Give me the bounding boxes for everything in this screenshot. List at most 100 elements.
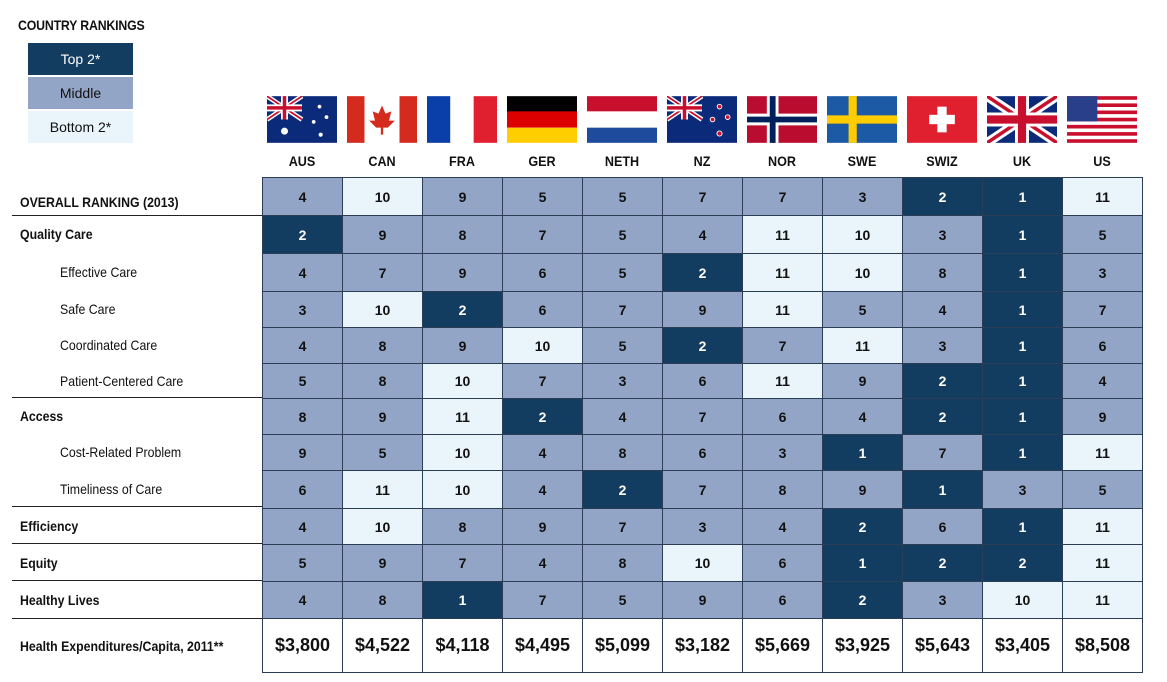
row-label: Patient-Centered Care xyxy=(60,372,184,389)
rank-cell: 5 xyxy=(1062,215,1143,254)
rank-cell: 8 xyxy=(262,398,343,435)
rank-cell: 10 xyxy=(342,291,423,328)
rank-cell: 1 xyxy=(982,291,1063,328)
rank-cell: 1 xyxy=(982,327,1063,364)
row-label: Safe Care xyxy=(60,301,116,317)
rank-cell: 10 xyxy=(662,544,743,582)
rank-cell: 2 xyxy=(262,215,343,254)
rank-cell: 7 xyxy=(502,581,583,619)
row-divider xyxy=(12,543,262,544)
rank-cell: 7 xyxy=(1062,291,1143,328)
column-header: NETH xyxy=(604,153,640,169)
column-header: GER xyxy=(528,153,556,169)
rank-cell: 2 xyxy=(662,327,743,364)
rank-cell: 10 xyxy=(502,327,583,364)
rank-cell: 1 xyxy=(982,508,1063,545)
rank-cell: 7 xyxy=(742,177,823,216)
legend-title: COUNTRY RANKINGS xyxy=(18,17,145,33)
rank-cell: 11 xyxy=(742,291,823,328)
legend-top-2: Top 2* xyxy=(28,43,133,75)
rank-cell: 7 xyxy=(342,253,423,292)
expenditure-cell: $3,405 xyxy=(982,618,1063,673)
rank-cell: 5 xyxy=(262,544,343,582)
rank-cell: 10 xyxy=(982,581,1063,619)
rank-cell: 6 xyxy=(742,398,823,435)
rank-cell: 11 xyxy=(1062,434,1143,471)
rank-cell: 8 xyxy=(422,508,503,545)
rank-cell: 5 xyxy=(342,434,423,471)
expenditure-cell: $4,118 xyxy=(422,618,503,673)
rank-cell: 5 xyxy=(582,177,663,216)
expenditure-cell: $4,495 xyxy=(502,618,583,673)
row-divider xyxy=(12,397,262,398)
row-label: Equity xyxy=(20,554,58,571)
rank-cell: 10 xyxy=(822,253,903,292)
rank-cell: 9 xyxy=(822,470,903,509)
expenditure-cell: $3,182 xyxy=(662,618,743,673)
rank-cell: 6 xyxy=(742,581,823,619)
rank-cell: 2 xyxy=(902,363,983,399)
rank-cell: 8 xyxy=(902,253,983,292)
france-flag-icon xyxy=(427,96,497,143)
rank-cell: 11 xyxy=(742,363,823,399)
rank-cell: 8 xyxy=(342,363,423,399)
rank-cell: 9 xyxy=(262,434,343,471)
rank-cell: 2 xyxy=(582,470,663,509)
australia-flag-icon xyxy=(267,96,337,143)
rank-cell: 3 xyxy=(902,327,983,364)
rank-cell: 7 xyxy=(662,398,743,435)
rank-cell: 6 xyxy=(902,508,983,545)
rank-cell: 6 xyxy=(662,434,743,471)
row-divider xyxy=(12,618,262,619)
rank-cell: 9 xyxy=(422,177,503,216)
rank-cell: 8 xyxy=(582,434,663,471)
rank-cell: 8 xyxy=(582,544,663,582)
row-label: Coordinated Care xyxy=(60,337,158,353)
column-header: NZ xyxy=(693,153,711,169)
rank-cell: 3 xyxy=(902,581,983,619)
rank-cell: 3 xyxy=(822,177,903,216)
rank-cell: 11 xyxy=(1062,581,1143,619)
rank-cell: 6 xyxy=(742,544,823,582)
sweden-flag-icon xyxy=(827,96,897,143)
rank-cell: 2 xyxy=(502,398,583,435)
rank-cell: 4 xyxy=(662,215,743,254)
row-divider xyxy=(12,215,262,216)
rank-cell: 11 xyxy=(742,215,823,254)
rank-cell: 4 xyxy=(262,508,343,545)
row-label: Timeliness of Care xyxy=(60,481,163,497)
expenditure-cell: $3,925 xyxy=(822,618,903,673)
rank-cell: 9 xyxy=(662,581,743,619)
rank-cell: 11 xyxy=(1062,177,1143,216)
rank-cell: 7 xyxy=(662,470,743,509)
row-divider xyxy=(12,506,262,507)
expenditure-cell: $5,099 xyxy=(582,618,663,673)
column-header: SWE xyxy=(847,153,877,169)
rank-cell: 7 xyxy=(422,544,503,582)
rank-cell: 7 xyxy=(502,215,583,254)
row-label: Quality Care xyxy=(20,226,93,242)
rank-cell: 4 xyxy=(262,177,343,216)
rank-cell: 3 xyxy=(982,470,1063,509)
rank-cell: 8 xyxy=(342,327,423,364)
rank-cell: 5 xyxy=(822,291,903,328)
column-header: SWIZ xyxy=(926,153,958,169)
rank-cell: 1 xyxy=(982,434,1063,471)
column-header: UK xyxy=(1012,153,1032,169)
row-label: Cost-Related Problem xyxy=(60,444,182,460)
rank-cell: 9 xyxy=(662,291,743,328)
row-label: OVERALL RANKING (2013) xyxy=(20,194,179,210)
rank-cell: 4 xyxy=(902,291,983,328)
rank-cell: 11 xyxy=(1062,508,1143,545)
rank-cell: 9 xyxy=(342,215,423,254)
us-flag-icon xyxy=(1067,96,1137,143)
column-header: AUS xyxy=(288,153,316,169)
row-label: Efficiency xyxy=(20,518,79,534)
rank-cell: 6 xyxy=(262,470,343,509)
rank-cell: 4 xyxy=(742,508,823,545)
rank-cell: 7 xyxy=(582,291,663,328)
rank-cell: 1 xyxy=(822,544,903,582)
germany-flag-icon xyxy=(507,96,577,143)
row-divider xyxy=(12,580,262,581)
rank-cell: 4 xyxy=(822,398,903,435)
